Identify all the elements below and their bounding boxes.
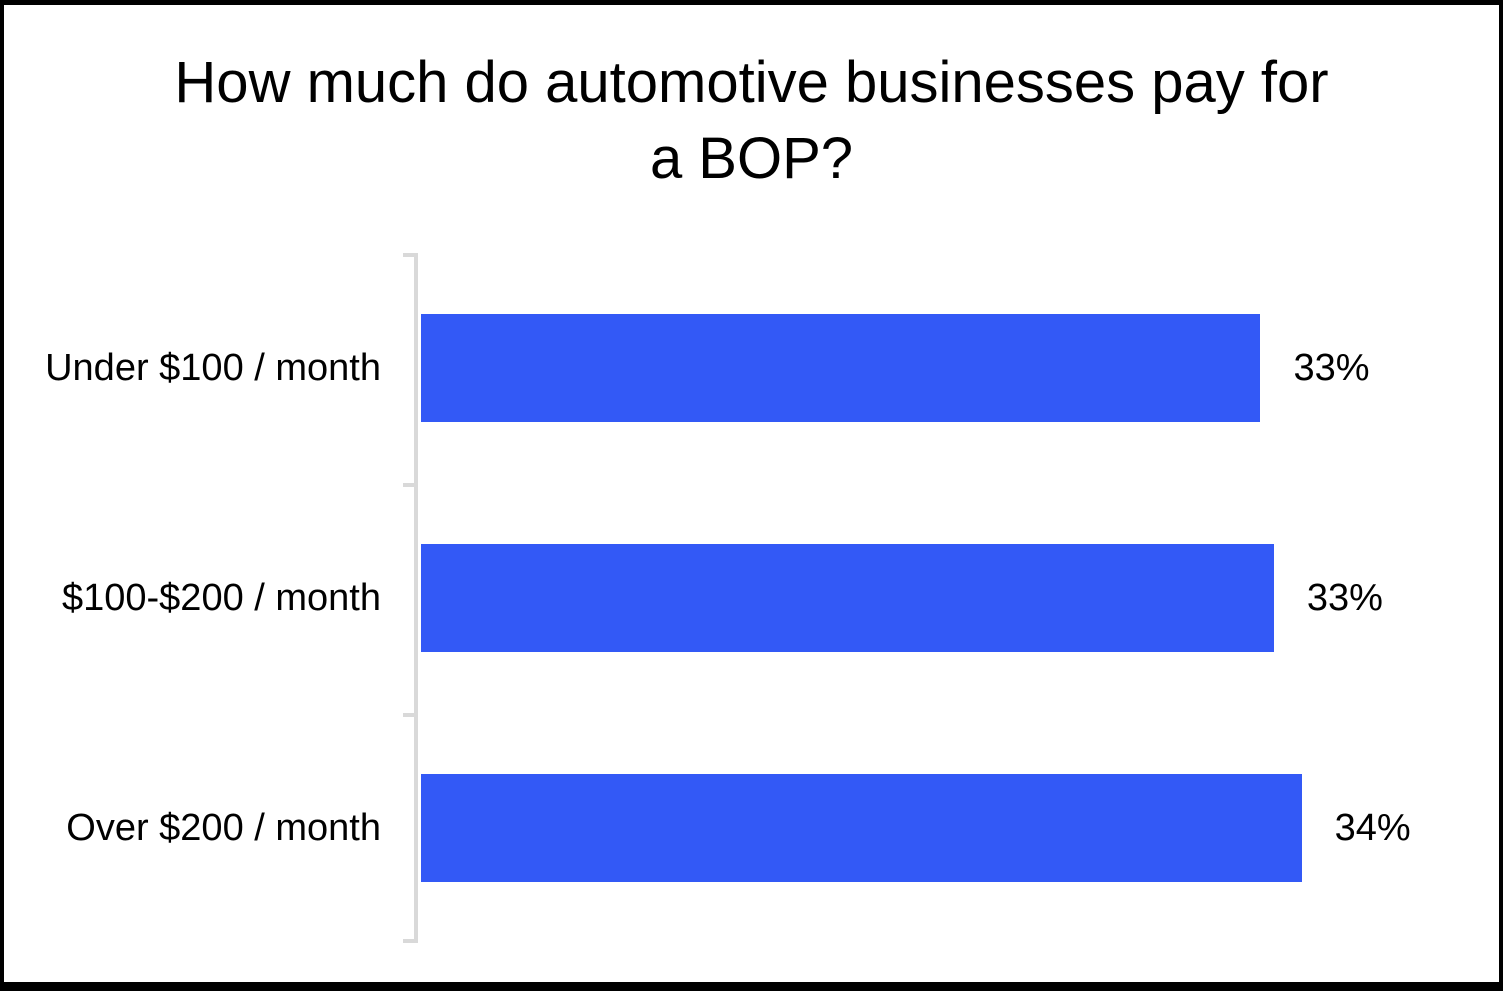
value-label: 33% xyxy=(1293,347,1370,389)
value-label: 33% xyxy=(1306,577,1383,619)
bar-row: Under $100 / month 33% xyxy=(45,253,1451,483)
bar xyxy=(421,774,1302,882)
bar-row: Over $200 / month 34% xyxy=(66,713,1451,943)
value-label: 34% xyxy=(1334,807,1411,849)
axis-tick xyxy=(403,483,418,487)
chart-title-line-2: a BOP? xyxy=(649,126,854,191)
bar-rows: Under $100 / month 33% $100-$200 / month 33… xyxy=(45,253,1451,943)
chart-title-line-1: How much do automotive businesses pay fo… xyxy=(174,50,1329,115)
category-label: $100-$200 / month xyxy=(61,577,381,619)
chart-title: How much do automotive businesses pay fo… xyxy=(4,45,1499,197)
category-axis-line xyxy=(414,253,418,943)
bar xyxy=(421,544,1274,652)
axis-tick xyxy=(403,713,418,717)
category-label: Over $200 / month xyxy=(66,807,381,849)
axis-tick xyxy=(403,939,418,943)
category-label: Under $100 / month xyxy=(45,347,381,389)
axis-tick xyxy=(403,253,418,257)
bar-row: $100-$200 / month 33% xyxy=(62,483,1451,713)
plot-area: Under $100 / month 33% $100-$200 / month 33… xyxy=(45,253,1461,943)
bar xyxy=(421,314,1261,422)
